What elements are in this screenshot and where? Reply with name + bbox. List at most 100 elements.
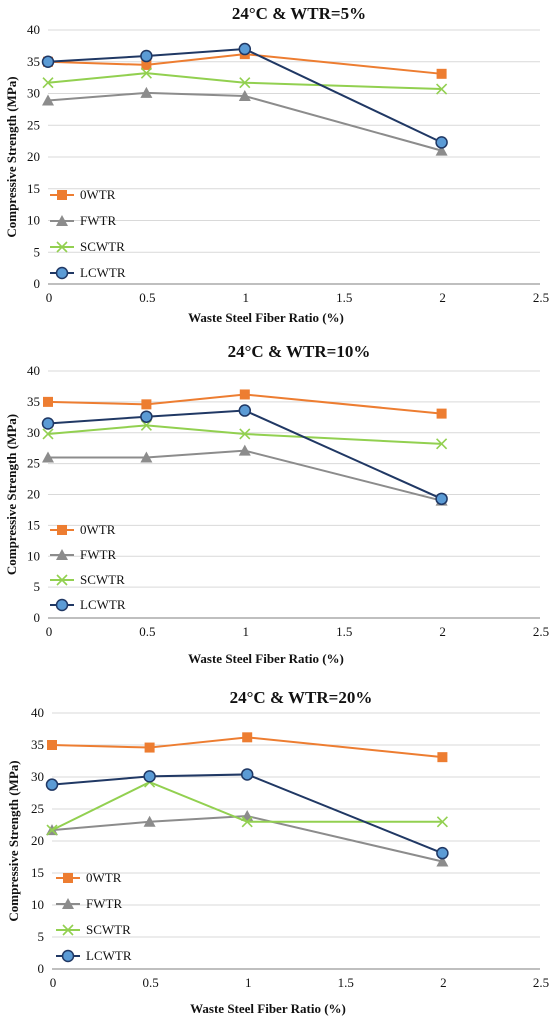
y-tick-label: 0 <box>38 961 45 976</box>
series-lcwtr <box>45 768 449 860</box>
x-tick-label: 1.5 <box>338 975 354 990</box>
legend-item-scwtr: SCWTR <box>50 572 125 587</box>
x-axis-title: Waste Steel Fiber Ratio (%) <box>188 651 344 666</box>
data-point-lcwtr <box>143 770 156 783</box>
y-tick-label: 5 <box>34 579 41 594</box>
data-point-lcwtr <box>435 136 448 149</box>
y-tick-label: 30 <box>27 425 40 440</box>
legend-marker <box>62 898 74 909</box>
data-point-0wtr <box>437 752 448 763</box>
series-line-fwtr <box>51 815 443 863</box>
data-point-scwtr <box>239 77 251 89</box>
y-tick-label: 0 <box>34 610 41 625</box>
series-line-scwtr <box>51 781 443 832</box>
data-point-fwtr <box>140 451 153 463</box>
x-tick-label: 2 <box>440 975 447 990</box>
y-tick-label: 10 <box>27 548 40 563</box>
y-tick-label: 5 <box>34 244 41 259</box>
y-tick-label: 20 <box>27 487 40 502</box>
data-point-0wtr <box>242 732 253 743</box>
legend-item-lcwtr: LCWTR <box>56 948 132 963</box>
legend-marker <box>55 598 69 612</box>
data-point-scwtr <box>436 83 448 95</box>
data-point-scwtr <box>42 428 54 440</box>
x-tick-label: 2.5 <box>533 624 549 639</box>
legend-item-0wtr: 0WTR <box>50 522 116 537</box>
y-tick-label: 30 <box>31 769 44 784</box>
series-fwtr <box>46 810 449 867</box>
x-tick-label: 2.5 <box>533 290 549 305</box>
legend-marker <box>61 949 75 963</box>
y-axis-title: Compressive Strength (MPa) <box>6 760 21 921</box>
series-line-0wtr <box>47 53 442 75</box>
data-point-lcwtr <box>41 417 55 430</box>
data-point-fwtr <box>42 94 54 106</box>
data-point-fwtr <box>238 444 251 456</box>
legend-label: FWTR <box>80 213 116 228</box>
y-tick-label: 0 <box>34 276 41 291</box>
legend-item-scwtr: SCWTR <box>50 239 125 254</box>
data-point-0wtr <box>144 742 155 753</box>
data-point-fwtr <box>435 144 448 156</box>
legend-marker <box>57 190 67 200</box>
x-tick-label: 0.5 <box>142 975 158 990</box>
x-tick-label: 1.5 <box>336 290 352 305</box>
series-0wtr <box>47 732 448 763</box>
data-point-lcwtr <box>238 404 252 417</box>
legend-label: LCWTR <box>80 597 126 612</box>
series-0wtr <box>43 389 447 419</box>
series-scwtr <box>42 67 448 95</box>
y-tick-label: 25 <box>27 117 40 132</box>
data-point-lcwtr <box>45 778 59 791</box>
legend-marker <box>56 549 68 560</box>
series-lcwtr <box>41 404 448 506</box>
y-tick-label: 25 <box>31 801 44 816</box>
y-tick-label: 5 <box>38 929 45 944</box>
data-point-lcwtr <box>435 492 448 506</box>
y-tick-label: 40 <box>31 705 44 720</box>
data-point-fwtr <box>140 86 153 98</box>
y-tick-label: 15 <box>31 865 44 880</box>
chart-title: 24°C & WTR=20% <box>230 688 373 707</box>
x-tick-label: 0.5 <box>139 624 155 639</box>
data-point-scwtr <box>140 419 152 431</box>
series-fwtr <box>42 86 448 156</box>
data-point-0wtr <box>436 68 447 79</box>
data-point-scwtr <box>140 67 152 79</box>
y-tick-label: 20 <box>31 833 44 848</box>
legend-item-lcwtr: LCWTR <box>50 265 126 280</box>
x-tick-label: 0 <box>46 290 53 305</box>
legend-marker <box>57 525 67 535</box>
y-tick-label: 25 <box>27 456 40 471</box>
y-tick-label: 10 <box>27 213 40 228</box>
chart-title: 24°C & WTR=10% <box>228 342 371 361</box>
data-point-fwtr <box>143 815 156 827</box>
data-point-lcwtr <box>140 49 153 63</box>
data-point-0wtr <box>436 408 447 419</box>
series-line-lcwtr <box>47 409 443 500</box>
y-tick-label: 15 <box>27 517 40 532</box>
legend-label: FWTR <box>86 896 122 911</box>
x-tick-label: 0 <box>50 975 57 990</box>
legend-marker <box>62 924 74 936</box>
data-point-0wtr <box>47 740 57 750</box>
y-axis-title: Compressive Strength (MPa) <box>4 414 19 575</box>
y-tick-label: 40 <box>27 363 40 378</box>
series-line-fwtr <box>47 91 442 152</box>
series-line-fwtr <box>48 449 442 502</box>
legend-label: 0WTR <box>80 522 116 537</box>
x-tick-label: 0 <box>46 624 53 639</box>
series-lcwtr <box>41 42 448 149</box>
data-point-0wtr <box>239 389 250 400</box>
data-point-0wtr <box>141 59 152 70</box>
data-point-scwtr <box>42 77 54 89</box>
series-line-scwtr <box>47 424 442 445</box>
legend-label: SCWTR <box>80 239 125 254</box>
legend-label: LCWTR <box>86 948 132 963</box>
y-tick-label: 35 <box>27 54 40 69</box>
y-tick-label: 10 <box>31 897 44 912</box>
chart-title: 24°C & WTR=5% <box>232 4 366 23</box>
legend-item-0wtr: 0WTR <box>56 870 122 885</box>
legend-label: FWTR <box>80 547 116 562</box>
y-tick-label: 20 <box>27 149 40 164</box>
